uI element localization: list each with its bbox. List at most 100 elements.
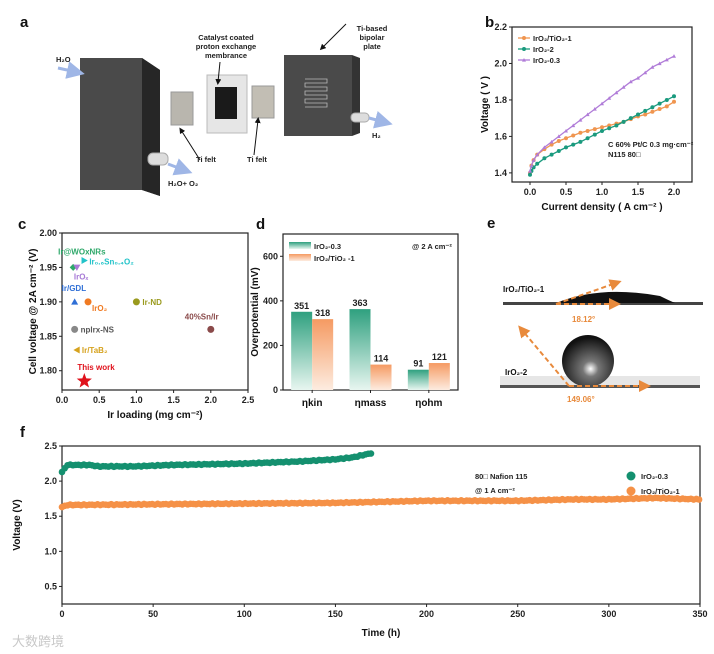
data-point — [607, 123, 612, 128]
data-point — [585, 136, 590, 141]
bar-value-label: 121 — [432, 352, 447, 362]
x-category-label: ηmass — [355, 398, 387, 409]
data-point — [564, 136, 568, 141]
point-label: Ir₀.₆Sn₀.₄O₂ — [89, 258, 134, 267]
data-point — [672, 99, 676, 104]
x-axis-label: Current density ( A cm⁻² ) — [541, 202, 662, 213]
h2o-o2-outlet-label: H₂O+ O₂ — [168, 179, 198, 188]
bar — [349, 309, 371, 390]
ti-felt-left-pointer — [179, 127, 201, 161]
data-point — [636, 76, 640, 80]
point-label: Ir/GDL — [62, 284, 87, 293]
data-point — [592, 127, 597, 132]
data-point — [695, 496, 703, 503]
h2-outlet-pipe — [350, 112, 370, 123]
data-point — [535, 161, 540, 166]
data-point — [531, 158, 536, 162]
data-point — [657, 101, 662, 106]
data-point — [528, 172, 532, 177]
y-tick-label: 1.0 — [44, 546, 57, 556]
data-point — [607, 96, 612, 100]
x-tick-label: 350 — [692, 609, 707, 619]
data-point — [549, 139, 554, 144]
point-label: Ir@WOxNRs — [58, 247, 106, 256]
data-point — [607, 126, 612, 131]
series-1 — [528, 94, 676, 177]
x-tick-label: 1.0 — [596, 187, 609, 197]
y-axis-label: Voltage (V) — [12, 499, 23, 550]
data-point — [571, 142, 576, 147]
y-axis-label: Cell voltage @ 2A cm⁻² (V) — [28, 249, 39, 375]
ti-felt-right-pointer — [253, 117, 261, 156]
data-point — [535, 152, 540, 157]
x-tick-label: 0 — [59, 609, 64, 619]
data-point — [585, 112, 590, 117]
x-axis-label: Ir loading (mg cm⁻²) — [107, 410, 202, 421]
data-point — [592, 107, 597, 111]
data-point — [650, 65, 655, 69]
legend-label: IrO₂-2 — [533, 45, 554, 54]
data-point — [600, 125, 604, 130]
data-point — [549, 152, 554, 157]
data-point — [207, 325, 215, 333]
x-tick-label: 1.0 — [130, 395, 143, 405]
membrane-label-3: membrance — [205, 51, 247, 60]
contact-angle-top-label: IrO₂/TiO₂-1 — [503, 285, 545, 294]
bipolar-plate — [284, 55, 360, 136]
x-tick-label: 2.0 — [668, 187, 681, 197]
spherical-droplet — [562, 335, 614, 387]
data-point — [672, 94, 676, 99]
ti-felt-right — [251, 85, 275, 119]
data-point — [571, 123, 576, 128]
data-point — [76, 373, 92, 388]
x-category-label: ηkin — [302, 398, 323, 409]
panel-label-f: f — [20, 424, 26, 441]
legend-swatch — [289, 254, 311, 261]
data-point — [73, 346, 80, 354]
annotation-conditions: 80□ Nafion 115 — [475, 472, 527, 481]
data-point — [643, 112, 648, 117]
y-tick-label: 600 — [263, 251, 278, 261]
tangent-arrow-top — [555, 279, 622, 305]
legend-marker — [626, 486, 636, 496]
watermark: 大数跨境 — [12, 634, 64, 649]
data-point — [600, 101, 604, 106]
legend-marker — [522, 47, 526, 51]
data-point — [84, 298, 92, 306]
panel-label-d: d — [256, 216, 265, 233]
bar-value-label: 363 — [352, 298, 367, 308]
panel-f-stability-chart: f 0.5 1.0 1.5 2.0 2.5 0 50 100 150 200 250 300 350 Tim… — [12, 424, 708, 639]
membrane-label-2: proton exchange — [196, 42, 256, 51]
bar-value-label: 114 — [374, 354, 389, 364]
data-point — [81, 257, 88, 265]
point-label: Ir-ND — [142, 298, 162, 307]
x-tick-label: 150 — [328, 609, 343, 619]
substrate-top — [503, 302, 703, 305]
flat-droplet — [556, 291, 675, 303]
y-tick-label: 1.5 — [44, 511, 57, 521]
y-tick-label: 0 — [273, 385, 278, 395]
x-tick-label: 200 — [419, 609, 434, 619]
legend-swatch — [289, 242, 311, 249]
point-label: IrO₂ — [92, 304, 108, 313]
legend-label: IrO₂-0.3 — [641, 472, 668, 481]
h2-outlet-label: H₂ — [372, 131, 381, 140]
data-point — [621, 119, 626, 124]
data-point — [585, 128, 590, 133]
data-point — [650, 105, 655, 110]
y-tick-label: 1.95 — [39, 262, 57, 272]
y-tick-label: 2.00 — [39, 228, 57, 238]
data-point — [664, 104, 669, 109]
membrane-pointer — [215, 61, 222, 85]
ti-felt-left — [170, 91, 194, 126]
bar-value-label: 318 — [315, 308, 330, 318]
y-tick-label: 2.5 — [44, 441, 57, 451]
x-tick-label: 300 — [601, 609, 616, 619]
annotation-current: @ 2 A cm⁻² — [412, 242, 452, 251]
series-1 — [58, 494, 703, 511]
y-tick-label: 1.85 — [39, 331, 57, 341]
ti-felt-left-label: Ti felt — [196, 155, 216, 164]
data-point — [564, 128, 568, 133]
